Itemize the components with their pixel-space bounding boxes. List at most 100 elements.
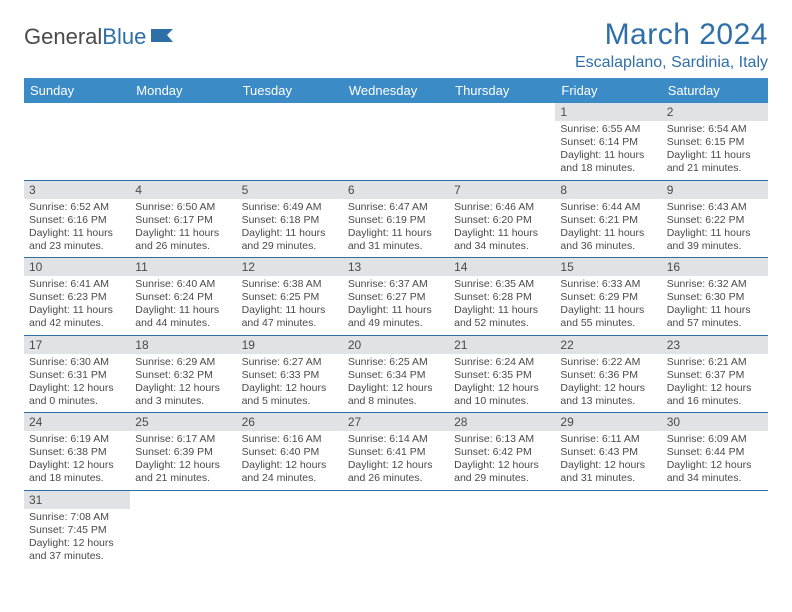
day-line: Sunset: 6:21 PM — [560, 214, 656, 227]
day-line: Sunset: 6:28 PM — [454, 291, 550, 304]
day-cell: 2Sunrise: 6:54 AMSunset: 6:15 PMDaylight… — [662, 103, 768, 180]
day-cell: 24Sunrise: 6:19 AMSunset: 6:38 PMDayligh… — [24, 413, 130, 491]
day-cell — [237, 103, 343, 180]
day-cell — [237, 490, 343, 567]
day-header: Monday — [130, 78, 236, 103]
day-line: Sunrise: 6:49 AM — [242, 201, 338, 214]
day-line: Daylight: 11 hours — [29, 304, 125, 317]
day-line: Sunrise: 6:29 AM — [135, 356, 231, 369]
day-line: and 0 minutes. — [29, 395, 125, 408]
day-line: Sunset: 6:17 PM — [135, 214, 231, 227]
day-line: Sunrise: 6:37 AM — [348, 278, 444, 291]
day-details: Sunrise: 6:41 AMSunset: 6:23 PMDaylight:… — [24, 276, 130, 335]
day-cell: 15Sunrise: 6:33 AMSunset: 6:29 PMDayligh… — [555, 258, 661, 336]
day-line: Sunset: 6:37 PM — [667, 369, 763, 382]
day-line: Sunrise: 7:08 AM — [29, 511, 125, 524]
day-line: Sunrise: 6:19 AM — [29, 433, 125, 446]
day-details: Sunrise: 6:19 AMSunset: 6:38 PMDaylight:… — [24, 431, 130, 490]
day-cell: 22Sunrise: 6:22 AMSunset: 6:36 PMDayligh… — [555, 335, 661, 413]
day-line: Daylight: 12 hours — [667, 382, 763, 395]
day-line: and 57 minutes. — [667, 317, 763, 330]
day-number: 8 — [555, 181, 661, 199]
day-line: and 18 minutes. — [29, 472, 125, 485]
day-line: Daylight: 12 hours — [348, 459, 444, 472]
day-cell: 18Sunrise: 6:29 AMSunset: 6:32 PMDayligh… — [130, 335, 236, 413]
day-line: Sunset: 6:39 PM — [135, 446, 231, 459]
day-cell: 8Sunrise: 6:44 AMSunset: 6:21 PMDaylight… — [555, 180, 661, 258]
day-line: Daylight: 11 hours — [667, 227, 763, 240]
day-number: 11 — [130, 258, 236, 276]
day-cell: 3Sunrise: 6:52 AMSunset: 6:16 PMDaylight… — [24, 180, 130, 258]
day-line: Daylight: 11 hours — [667, 304, 763, 317]
day-cell: 31Sunrise: 7:08 AMSunset: 7:45 PMDayligh… — [24, 490, 130, 567]
empty-day — [343, 103, 449, 121]
day-number: 25 — [130, 413, 236, 431]
day-line: and 42 minutes. — [29, 317, 125, 330]
day-line: Sunset: 6:42 PM — [454, 446, 550, 459]
day-line: and 55 minutes. — [560, 317, 656, 330]
day-number: 14 — [449, 258, 555, 276]
day-cell: 13Sunrise: 6:37 AMSunset: 6:27 PMDayligh… — [343, 258, 449, 336]
day-details: Sunrise: 6:35 AMSunset: 6:28 PMDaylight:… — [449, 276, 555, 335]
day-details: Sunrise: 6:17 AMSunset: 6:39 PMDaylight:… — [130, 431, 236, 490]
day-line: Sunset: 6:24 PM — [135, 291, 231, 304]
day-line: Sunrise: 6:17 AM — [135, 433, 231, 446]
day-details: Sunrise: 6:11 AMSunset: 6:43 PMDaylight:… — [555, 431, 661, 490]
day-number: 30 — [662, 413, 768, 431]
location: Escalaplano, Sardinia, Italy — [575, 54, 768, 72]
day-line: Sunrise: 6:25 AM — [348, 356, 444, 369]
day-line: and 37 minutes. — [29, 550, 125, 563]
empty-day — [237, 103, 343, 121]
day-line: Daylight: 11 hours — [560, 149, 656, 162]
day-cell — [130, 490, 236, 567]
day-line: Sunrise: 6:38 AM — [242, 278, 338, 291]
day-details: Sunrise: 6:50 AMSunset: 6:17 PMDaylight:… — [130, 199, 236, 258]
day-details: Sunrise: 6:44 AMSunset: 6:21 PMDaylight:… — [555, 199, 661, 258]
day-line: and 47 minutes. — [242, 317, 338, 330]
day-line: Sunset: 6:35 PM — [454, 369, 550, 382]
day-cell: 23Sunrise: 6:21 AMSunset: 6:37 PMDayligh… — [662, 335, 768, 413]
day-line: Daylight: 11 hours — [667, 149, 763, 162]
day-line: Sunset: 6:29 PM — [560, 291, 656, 304]
day-line: Daylight: 12 hours — [135, 382, 231, 395]
day-details: Sunrise: 6:38 AMSunset: 6:25 PMDaylight:… — [237, 276, 343, 335]
day-line: and 36 minutes. — [560, 240, 656, 253]
day-line: Daylight: 12 hours — [348, 382, 444, 395]
day-line: Sunset: 6:34 PM — [348, 369, 444, 382]
empty-day — [24, 103, 130, 121]
logo-text-blue: Blue — [102, 24, 146, 50]
day-line: Sunrise: 6:16 AM — [242, 433, 338, 446]
empty-day — [130, 103, 236, 121]
day-line: Daylight: 11 hours — [242, 227, 338, 240]
day-line: Sunrise: 6:22 AM — [560, 356, 656, 369]
day-line: and 39 minutes. — [667, 240, 763, 253]
day-line: Sunset: 6:19 PM — [348, 214, 444, 227]
day-cell: 29Sunrise: 6:11 AMSunset: 6:43 PMDayligh… — [555, 413, 661, 491]
day-line: Sunrise: 6:44 AM — [560, 201, 656, 214]
day-line: and 23 minutes. — [29, 240, 125, 253]
day-line: Sunrise: 6:46 AM — [454, 201, 550, 214]
day-header: Saturday — [662, 78, 768, 103]
day-line: Sunrise: 6:54 AM — [667, 123, 763, 136]
day-number: 22 — [555, 336, 661, 354]
header: GeneralBlue March 2024 Escalaplano, Sard… — [24, 18, 768, 72]
day-line: Sunrise: 6:13 AM — [454, 433, 550, 446]
day-line: Sunset: 6:23 PM — [29, 291, 125, 304]
day-number: 9 — [662, 181, 768, 199]
day-line: and 16 minutes. — [667, 395, 763, 408]
day-line: and 5 minutes. — [242, 395, 338, 408]
day-cell: 21Sunrise: 6:24 AMSunset: 6:35 PMDayligh… — [449, 335, 555, 413]
day-line: Sunset: 6:18 PM — [242, 214, 338, 227]
day-details: Sunrise: 6:54 AMSunset: 6:15 PMDaylight:… — [662, 121, 768, 180]
day-line: Sunset: 6:38 PM — [29, 446, 125, 459]
day-details: Sunrise: 6:22 AMSunset: 6:36 PMDaylight:… — [555, 354, 661, 413]
day-number: 10 — [24, 258, 130, 276]
day-number: 28 — [449, 413, 555, 431]
day-line: Daylight: 12 hours — [242, 382, 338, 395]
day-details: Sunrise: 6:52 AMSunset: 6:16 PMDaylight:… — [24, 199, 130, 258]
day-details: Sunrise: 6:16 AMSunset: 6:40 PMDaylight:… — [237, 431, 343, 490]
empty-day — [449, 103, 555, 121]
day-details: Sunrise: 6:46 AMSunset: 6:20 PMDaylight:… — [449, 199, 555, 258]
day-cell: 30Sunrise: 6:09 AMSunset: 6:44 PMDayligh… — [662, 413, 768, 491]
day-line: and 44 minutes. — [135, 317, 231, 330]
